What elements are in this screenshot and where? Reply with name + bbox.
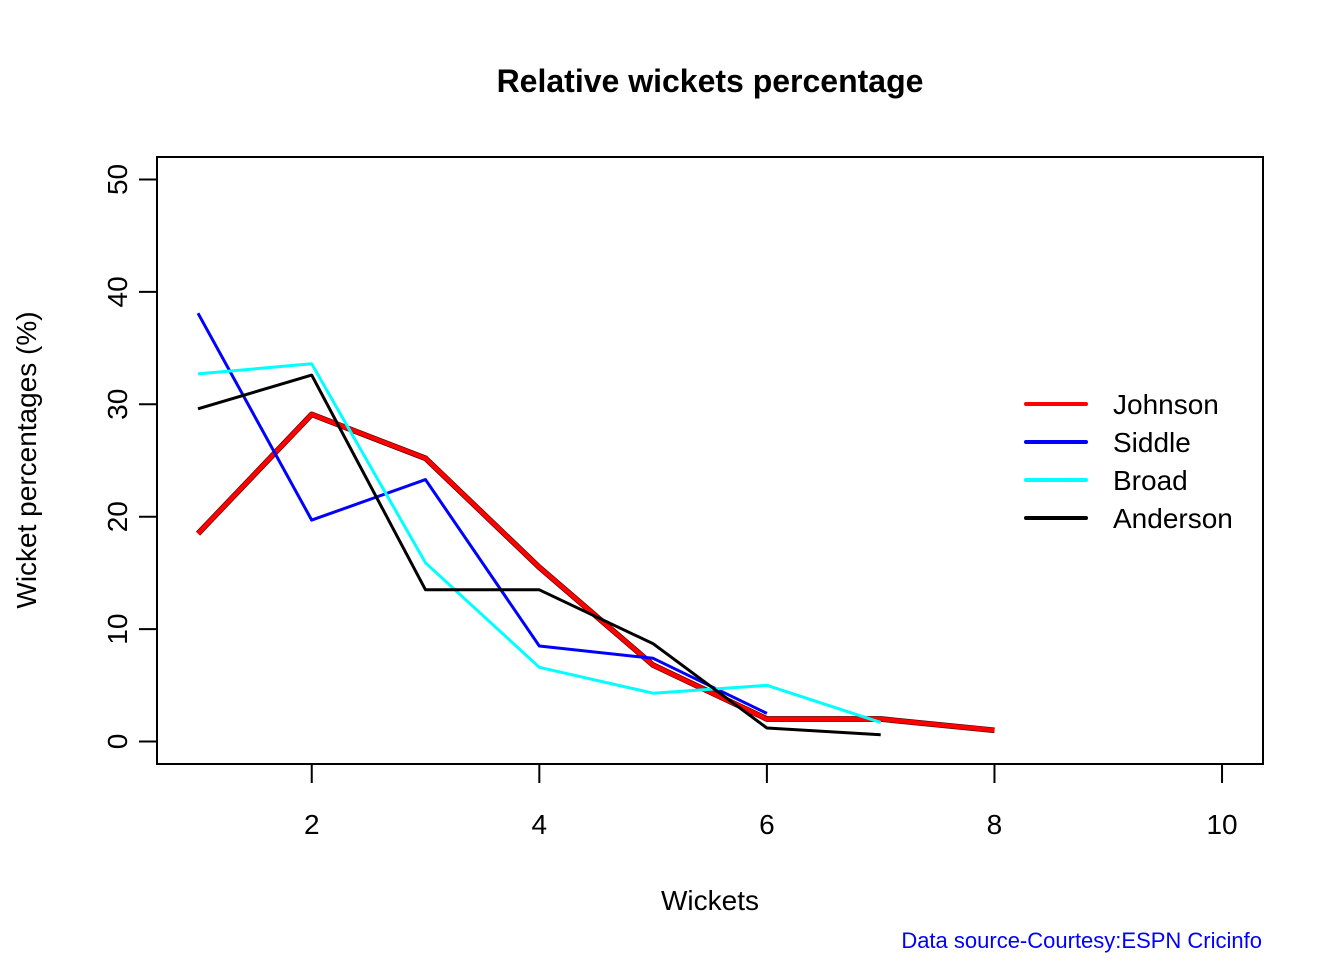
plot-frame xyxy=(156,156,1264,765)
series-line-broad xyxy=(197,362,882,724)
legend-label-broad: Broad xyxy=(1113,465,1188,496)
y-tick-label: 20 xyxy=(102,501,133,532)
y-tick-label: 30 xyxy=(102,389,133,420)
series-line-siddle xyxy=(196,312,768,715)
data-source-note: Data source-Courtesy:ESPN Cricinfo xyxy=(901,928,1262,953)
y-tick-label: 40 xyxy=(102,276,133,307)
x-tick-label: 10 xyxy=(1206,809,1237,840)
x-tick-label: 6 xyxy=(759,809,775,840)
y-axis-label: Wicket percentages (%) xyxy=(11,311,42,608)
x-tick-label: 8 xyxy=(987,809,1003,840)
series-layer xyxy=(195,312,995,737)
x-axis: 2 4 6 8 10 xyxy=(304,763,1238,840)
y-axis: 0 10 20 30 40 50 xyxy=(102,164,158,750)
legend-label-siddle: Siddle xyxy=(1113,427,1191,458)
legend: Johnson Siddle Broad Anderson xyxy=(1024,389,1233,534)
y-tick-label: 10 xyxy=(102,614,133,645)
legend-label-johnson: Johnson xyxy=(1113,389,1219,420)
series-line-johnson xyxy=(196,412,995,733)
x-tick-label: 2 xyxy=(304,809,320,840)
x-tick-label: 4 xyxy=(532,809,548,840)
legend-label-anderson: Anderson xyxy=(1113,503,1233,534)
chart-title: Relative wickets percentage xyxy=(497,63,924,99)
series-line-anderson xyxy=(197,373,881,737)
y-tick-label: 50 xyxy=(102,164,133,195)
x-axis-label: Wickets xyxy=(661,885,759,916)
y-tick-label: 0 xyxy=(102,734,133,750)
series-line-outline-johnson xyxy=(195,411,995,734)
